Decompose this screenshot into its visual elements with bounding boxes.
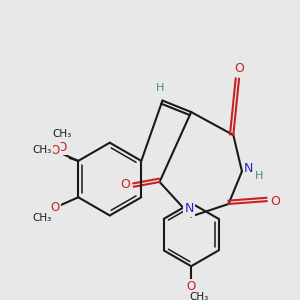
Text: CH₃: CH₃	[189, 292, 208, 300]
Text: N: N	[244, 162, 253, 175]
Text: H: H	[255, 171, 263, 181]
Text: O: O	[51, 201, 60, 214]
Text: O: O	[120, 178, 130, 191]
Text: H: H	[155, 83, 164, 93]
Text: O: O	[271, 195, 281, 208]
Text: CH₃: CH₃	[52, 129, 72, 139]
Text: N: N	[184, 202, 194, 215]
Text: CH₃: CH₃	[32, 213, 52, 223]
Text: O: O	[187, 280, 196, 293]
Text: O: O	[57, 141, 67, 154]
Text: O: O	[51, 144, 60, 157]
Text: CH₃: CH₃	[32, 146, 52, 155]
Text: O: O	[234, 62, 244, 76]
